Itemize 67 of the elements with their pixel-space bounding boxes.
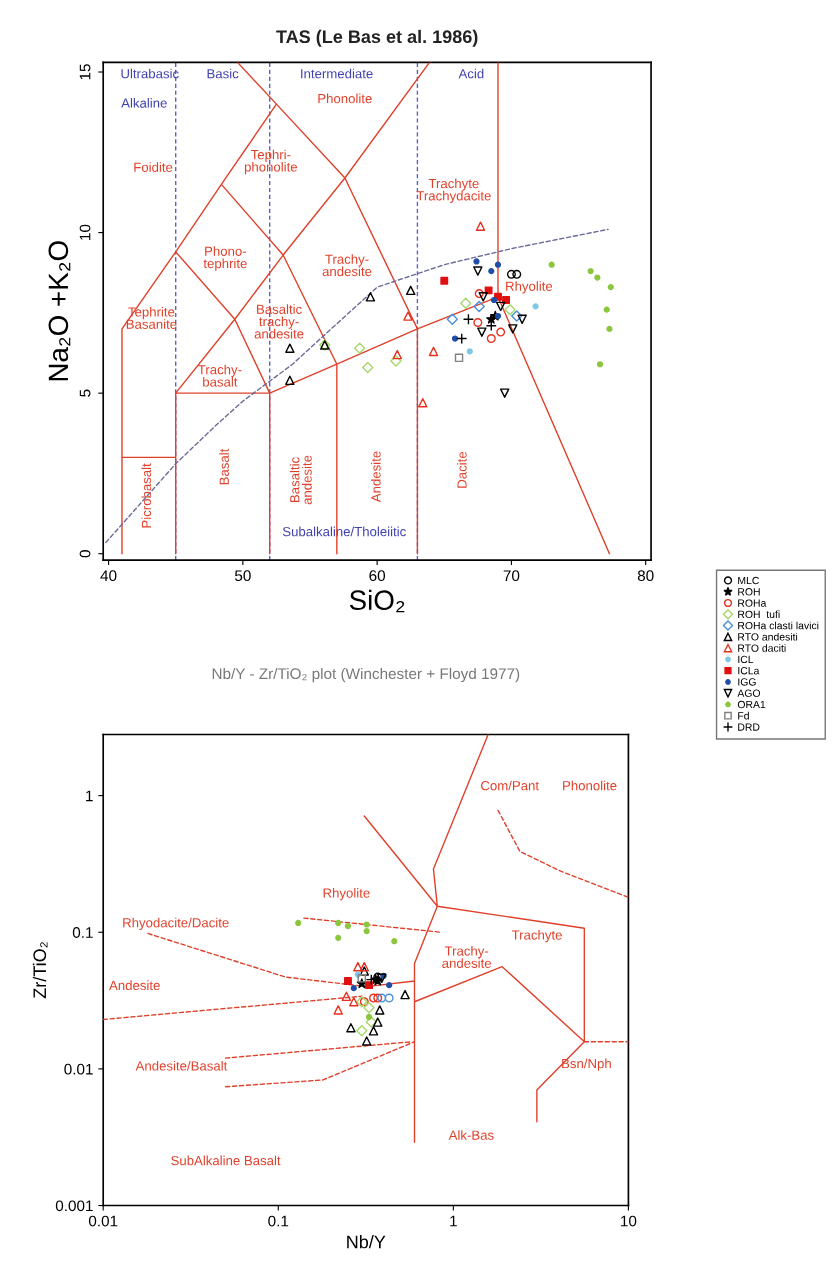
legend-label: ROHa clasti lavici [738, 621, 819, 630]
x-tick-label: 60 [369, 570, 386, 582]
y-axis-title: Zr/TiO₂ [32, 942, 48, 999]
annotation: Bsn/Nph [562, 1058, 611, 1071]
annotation: Trachy- basalt [198, 364, 242, 387]
legend-label: ROHa [738, 599, 767, 607]
annotation: Trachy- andesite [322, 254, 372, 277]
y-tick-label: 10 [79, 224, 91, 240]
annotation: Alk-Bas [448, 1130, 494, 1140]
annotation: Foidite [134, 162, 173, 172]
y-axis-title: Na₂O +K₂O [48, 241, 71, 381]
x-tick-label: 50 [234, 570, 251, 582]
y-tick-label: 15 [79, 64, 91, 80]
legend-label: ROH [738, 588, 760, 596]
x-tick-label: 0.1 [268, 1215, 289, 1227]
chart-title: Nb/Y - Zr/TiO₂ plot (Winchester + Floyd 1977) [212, 667, 520, 683]
annotation: Basaltic andesite [289, 455, 312, 505]
annotation: Trachyte Trachydacite [416, 178, 491, 204]
legend-label: ICL [738, 655, 754, 664]
annotation: Dacite [457, 451, 467, 488]
legend-label: RTO andesiti [738, 632, 798, 641]
annotation: Basalt [219, 448, 229, 485]
annotation: Rhyodacite/Dacite [123, 917, 229, 931]
legend-label: DRD [738, 723, 760, 731]
legend-label: ICLa [738, 667, 760, 675]
y-tick-label: 0.01 [64, 1063, 93, 1075]
x-axis-title: SiO₂ [349, 589, 405, 613]
annotation: Com/Pant [481, 780, 539, 791]
annotation: Alkaline [121, 98, 167, 108]
annotation: Andesite/Basalt [135, 1060, 228, 1071]
y-tick-label: 0.001 [55, 1200, 93, 1212]
annotation: Phonolite [563, 780, 617, 791]
annotation: Ultrabasic [121, 68, 179, 79]
legend-label: ORA1 [737, 700, 766, 709]
annotation: Rhyolite [506, 281, 553, 294]
y-tick-label: 0 [79, 550, 91, 558]
annotation: Andesite [109, 980, 160, 991]
x-tick-label: 70 [503, 570, 520, 582]
y-tick-label: 1 [86, 790, 93, 802]
legend-label: MLC [738, 576, 759, 585]
annotation: Picrobasalt [141, 463, 152, 528]
legend-label: AGO [737, 689, 761, 697]
annotation: Basaltic trachy- andesite [254, 304, 304, 339]
x-tick-label: 80 [637, 570, 654, 582]
x-axis-title: Nb/Y [347, 1235, 386, 1249]
x-tick-label: 1 [450, 1215, 457, 1227]
legend-label: RTO daciti [738, 644, 786, 652]
annotation: Intermediate [301, 68, 373, 79]
legend-label: Fd [738, 711, 749, 720]
y-tick-label: 0.1 [72, 927, 93, 938]
annotation: Phono- tephrite [203, 246, 247, 271]
annotation: Acid [458, 68, 484, 79]
annotation: Trachyte [511, 929, 562, 943]
x-tick-label: 10 [621, 1215, 637, 1227]
annotation: Andesite [370, 451, 381, 503]
legend-label: IGG [738, 678, 756, 686]
x-tick-label: 0.01 [88, 1215, 118, 1227]
x-tick-label: 40 [100, 570, 117, 582]
annotation: Trachy- andesite [442, 945, 491, 968]
annotation: Phonolite [318, 93, 372, 104]
chart-title: TAS (Le Bas et al. 1986) [276, 29, 478, 47]
y-tick-label: 5 [79, 389, 91, 397]
annotation: SubAlkaline Basalt [171, 1155, 281, 1166]
annotation: Rhyolite [323, 888, 370, 901]
legend-label: ROH tufi [738, 610, 780, 619]
annotation: Basic [207, 68, 239, 79]
annotation: Tephri- phonolite [244, 149, 298, 175]
